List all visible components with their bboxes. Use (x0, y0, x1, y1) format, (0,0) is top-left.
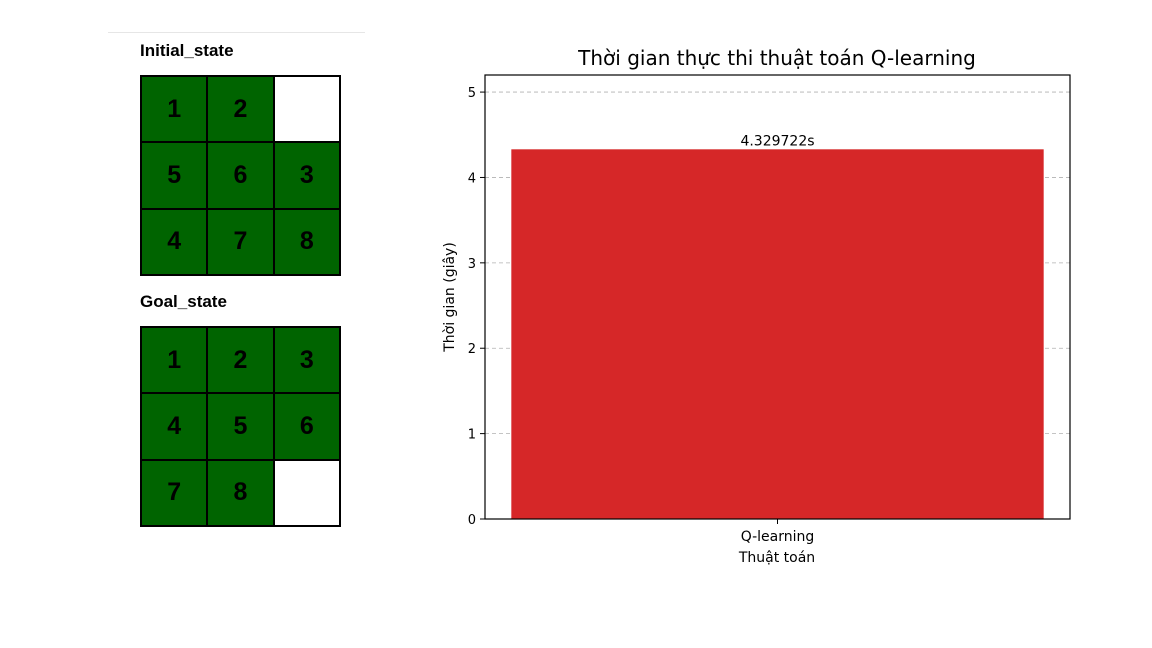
x-axis-label: Thuật toán (738, 550, 815, 566)
goal-tile: 3 (273, 327, 340, 394)
initial-tile: 3 (273, 142, 340, 209)
bar-q-learning (511, 149, 1044, 519)
initial-tile: 2 (207, 76, 274, 143)
tick-layer: 0 1 2 3 4 5 Q-learning (468, 86, 815, 545)
blank-tile (273, 459, 340, 526)
x-tick-label: Q-learning (741, 529, 815, 545)
goal-tile: 1 (141, 327, 208, 394)
blank-tile (273, 76, 340, 143)
initial-state-board: 1 2 5 6 3 4 7 8 (140, 75, 341, 276)
initial-tile: 7 (207, 208, 274, 275)
initial-tile: 4 (141, 208, 208, 275)
y-tick-label: 0 (468, 513, 476, 528)
initial-tile: 1 (141, 76, 208, 143)
divider-line (108, 32, 365, 33)
y-axis-label: Thời gian (giây) (442, 242, 458, 353)
initial-state-title: Initial_state (140, 41, 234, 60)
y-tick-label: 5 (468, 86, 476, 101)
y-tick-label: 2 (468, 342, 476, 357)
initial-tile: 5 (141, 142, 208, 209)
goal-state-board: 1 2 3 4 5 6 7 8 (140, 326, 341, 527)
goal-tile: 6 (273, 393, 340, 460)
goal-tile: 4 (141, 393, 208, 460)
initial-tile: 6 (207, 142, 274, 209)
y-tick-label: 3 (468, 257, 476, 272)
goal-tile: 8 (207, 459, 274, 526)
initial-tile: 8 (273, 208, 340, 275)
y-tick-label: 4 (468, 171, 476, 186)
bar-layer: 4.329722s (511, 133, 1044, 519)
goal-tile: 5 (207, 393, 274, 460)
goal-state-title: Goal_state (140, 292, 227, 311)
goal-tile: 7 (141, 459, 208, 526)
goal-tile: 2 (207, 327, 274, 394)
y-tick-label: 1 (468, 428, 476, 443)
chart-title: Thời gian thực thi thuật toán Q-learning (577, 46, 976, 70)
bar-value-label: 4.329722s (740, 133, 814, 149)
